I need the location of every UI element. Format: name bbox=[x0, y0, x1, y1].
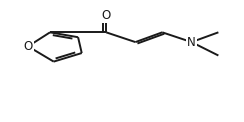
Text: N: N bbox=[187, 36, 196, 49]
Text: O: O bbox=[23, 40, 33, 53]
Text: O: O bbox=[102, 9, 111, 22]
